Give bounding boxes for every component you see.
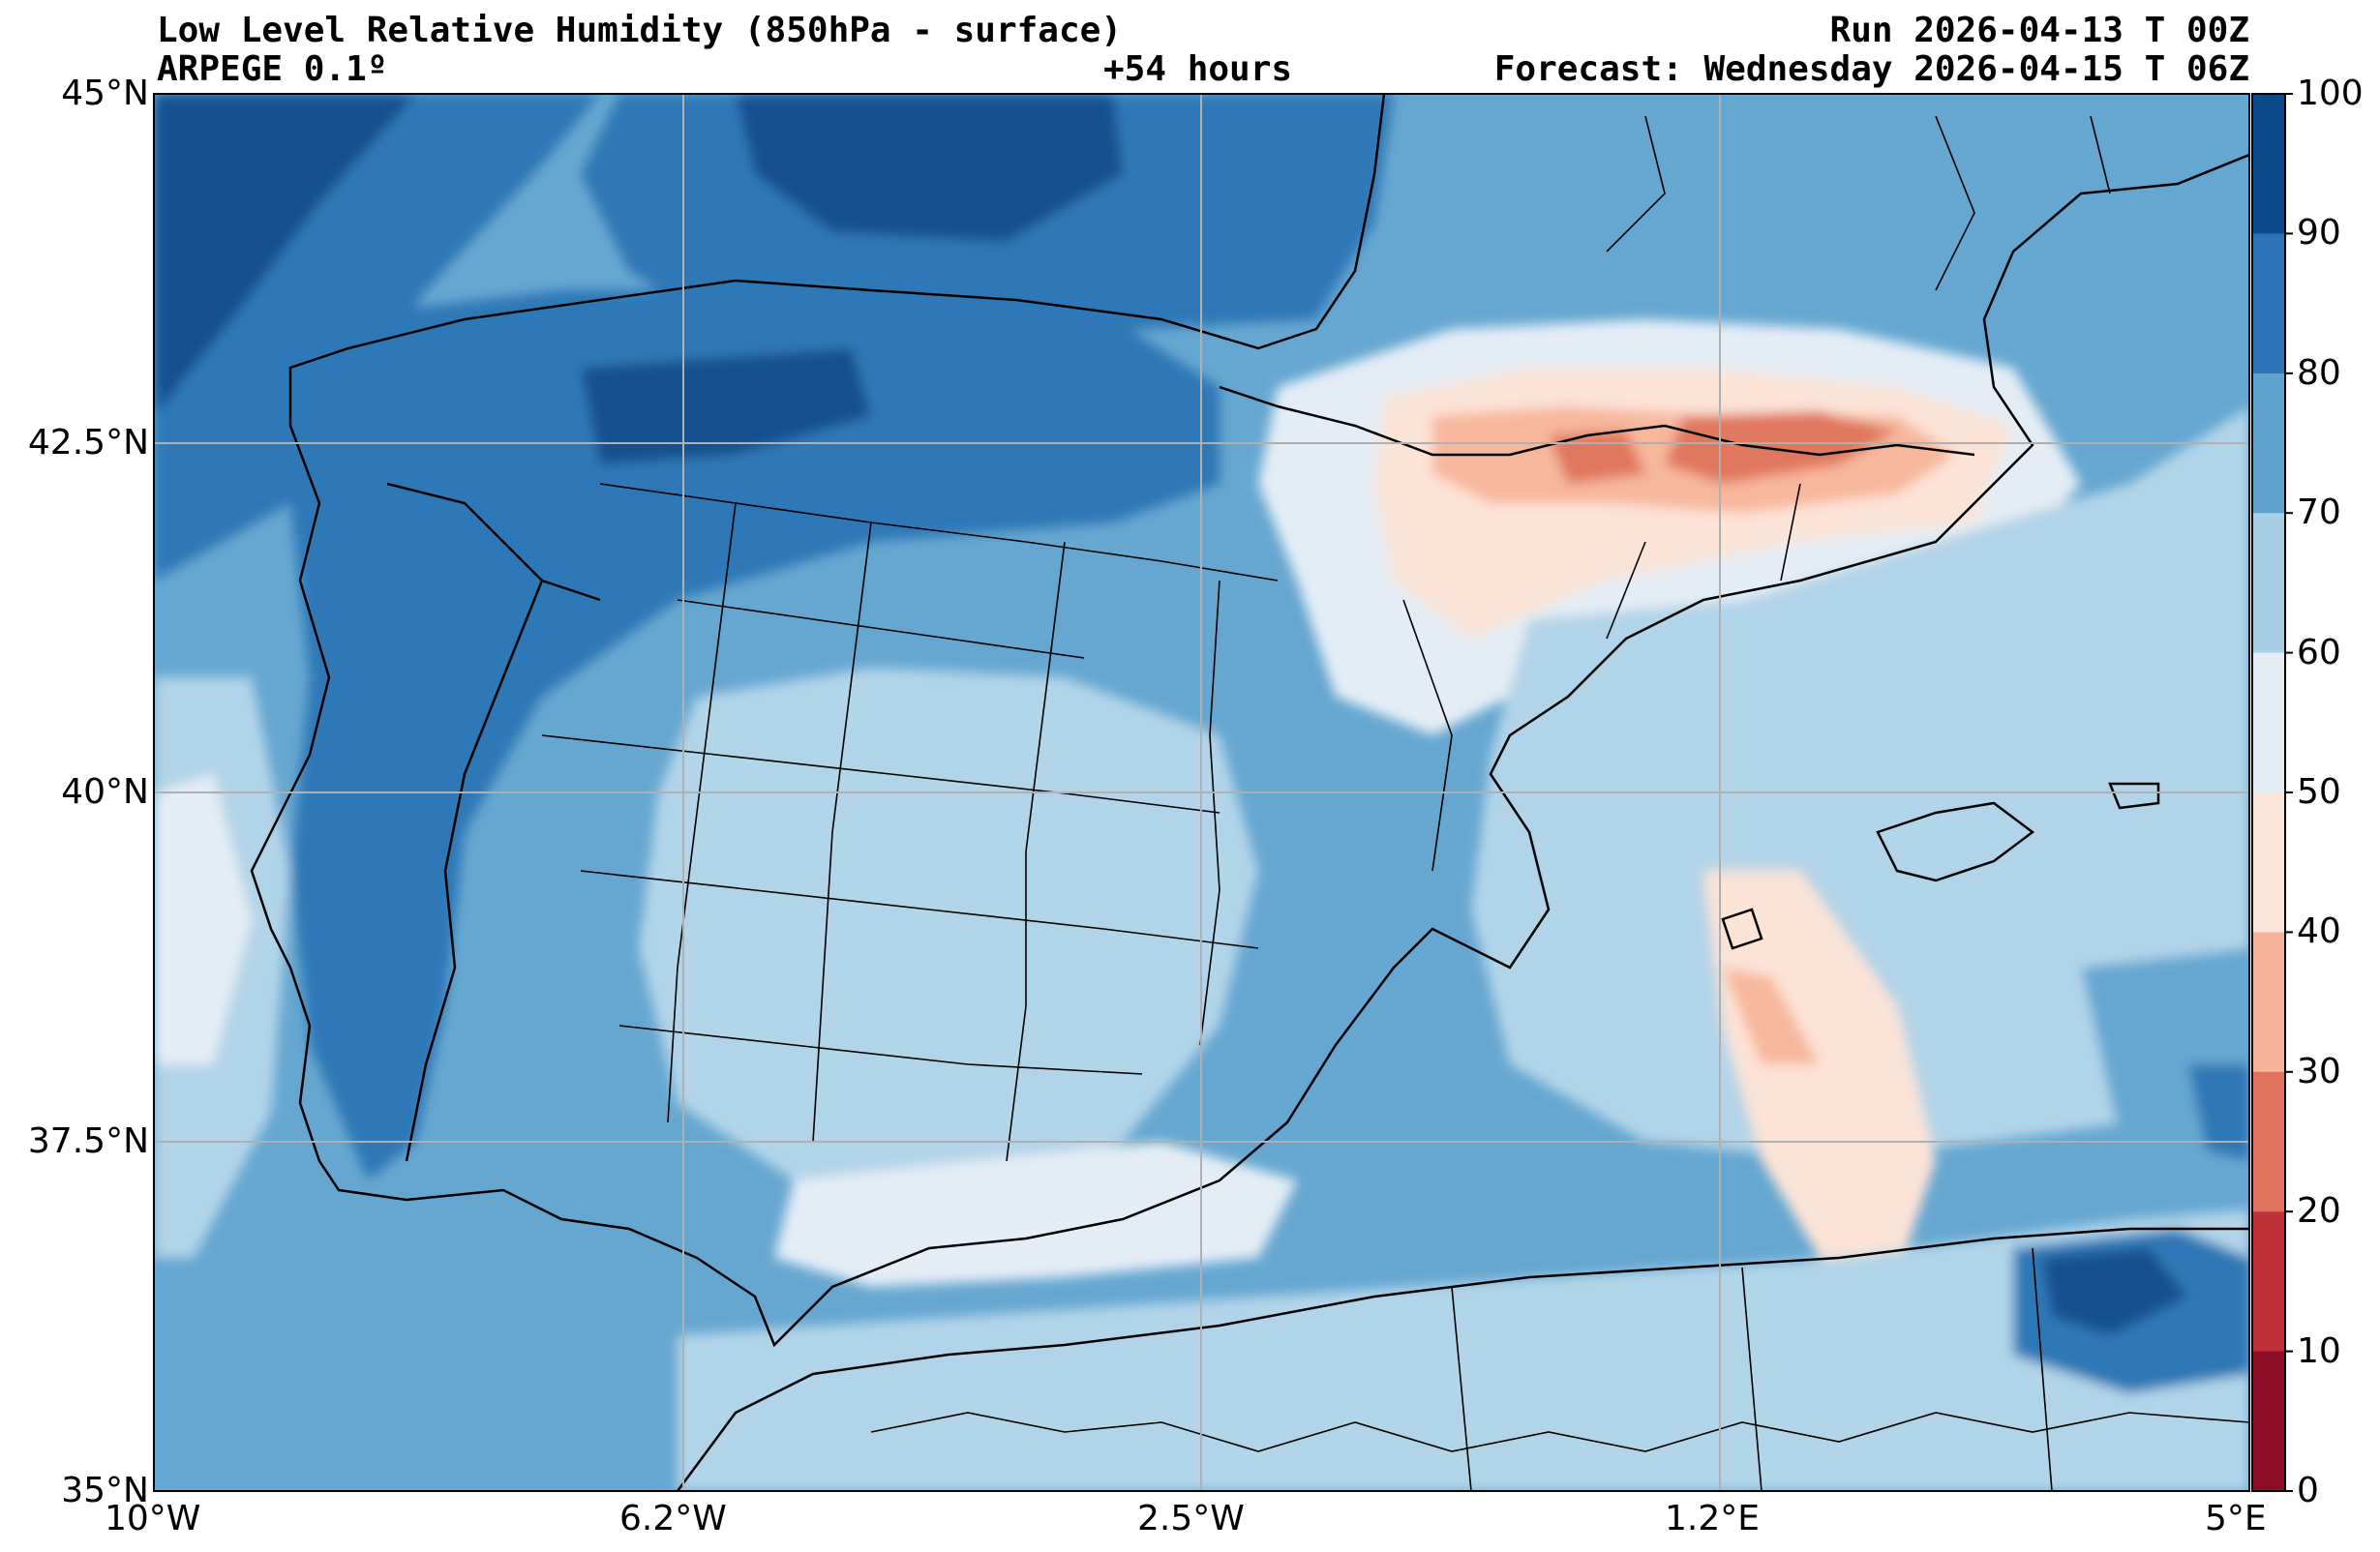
rh-zone-atlantic-90 xyxy=(154,94,416,416)
lon-tick-1-2e: 1.2°E xyxy=(1665,1499,1760,1538)
colorbar-segment xyxy=(2252,652,2285,793)
colorbar-label: 20 xyxy=(2297,1191,2341,1232)
colorbar-segment xyxy=(2252,1071,2285,1212)
model-label: ARPEGE 0.1º xyxy=(157,49,388,89)
pyrenees-border xyxy=(1219,385,1975,457)
colorbar-label: 70 xyxy=(2297,492,2341,533)
africa-coastline xyxy=(676,1227,2249,1491)
lon-tick-6-2w: 6.2°W xyxy=(619,1499,727,1538)
rh-zone-balearic-30 xyxy=(1723,968,1820,1064)
colorbar-segment xyxy=(2252,932,2285,1073)
colorbar-segment xyxy=(2252,792,2285,933)
colorbar-segment xyxy=(2252,1351,2285,1492)
rh-zone-southeast-50 xyxy=(774,1142,1297,1287)
lat-tick-40: 40°N xyxy=(61,772,149,812)
rh-zone-algeria-90 xyxy=(2042,1248,2187,1335)
colorbar-label: 30 xyxy=(2297,1051,2341,1091)
colorbar-label: 100 xyxy=(2297,74,2364,113)
colorbar-label: 50 xyxy=(2297,772,2341,812)
lat-tick-45: 45°N xyxy=(61,74,149,113)
rh-zone-sea-80 xyxy=(2187,1064,2249,1161)
gridlines xyxy=(154,94,2249,1491)
mallorca-coastline xyxy=(1876,801,2035,882)
colorbar-label: 90 xyxy=(2297,213,2341,254)
colorbar-segment xyxy=(2252,233,2285,374)
colorbar-label: 40 xyxy=(2297,911,2341,952)
region-borders xyxy=(541,115,2249,1491)
colorbar-label: 60 xyxy=(2297,632,2341,672)
colorbar-label: 80 xyxy=(2297,352,2341,393)
rh-zone-balearic-40 xyxy=(1703,871,1936,1277)
map-frame xyxy=(153,93,2250,1492)
colorbar-segment xyxy=(2252,373,2285,514)
rh-zone-med-60 xyxy=(1471,406,2249,1161)
rh-zone-iberia-north-80 xyxy=(290,290,1220,1180)
lat-tick-37-5: 37.5°N xyxy=(27,1121,149,1161)
colorbar-segment xyxy=(2252,94,2285,234)
ibiza-coastline xyxy=(1721,908,1763,950)
forecast-label: Forecast: Wednesday 2026-04-15 T 06Z xyxy=(1493,49,2249,89)
rh-field xyxy=(154,94,2249,1491)
portugal-border xyxy=(386,482,601,1162)
lead-time-label: +54 hours xyxy=(1103,49,1293,89)
colorbar-label: 10 xyxy=(2297,1330,2341,1371)
colorbar-segment xyxy=(2252,513,2285,654)
lat-tick-42-5: 42.5°N xyxy=(27,423,149,463)
lon-tick-10w: 10°W xyxy=(105,1499,201,1538)
map-title: Low Level Relative Humidity (850hPa - su… xyxy=(157,11,1122,50)
rh-zone-biscay-90 xyxy=(736,94,1123,242)
rh-zone-africa-60 xyxy=(678,1209,2249,1491)
colorbar-label: 0 xyxy=(2297,1471,2319,1510)
rh-zone-ebro-20 xyxy=(1549,411,1897,484)
lon-tick-2-5w: 2.5°W xyxy=(1137,1499,1245,1538)
lat-tick-35: 35°N xyxy=(61,1471,149,1510)
colorbar-segment xyxy=(2252,1211,2285,1353)
lon-tick-5e: 5°E xyxy=(2205,1499,2267,1538)
run-label: Run 2026-04-13 T 00Z xyxy=(1829,11,2249,50)
rh-zone-portugal-50 xyxy=(154,774,252,1064)
colorbar xyxy=(2251,93,2293,1492)
rh-zone-iberia-north-90 xyxy=(581,348,871,464)
menorca-coastline xyxy=(2108,782,2160,810)
